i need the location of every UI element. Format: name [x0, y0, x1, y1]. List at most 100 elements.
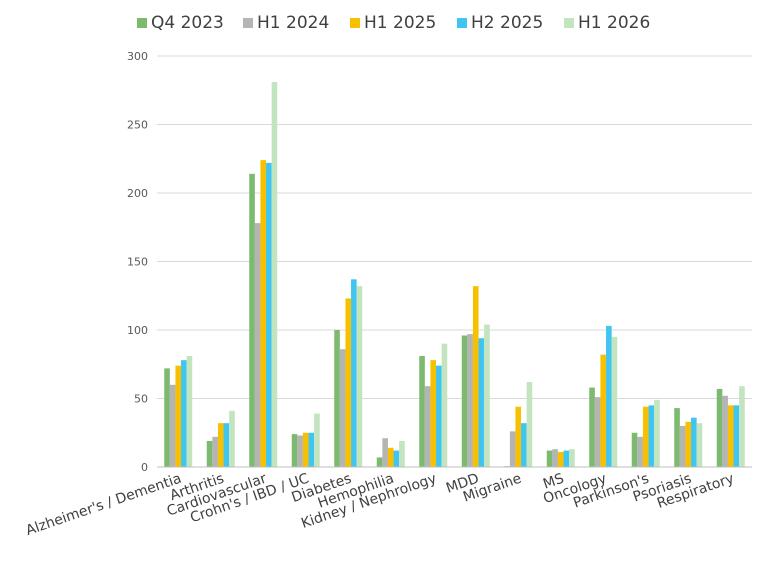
bar	[424, 386, 431, 467]
y-tick-label: 0	[141, 461, 148, 474]
bar	[478, 338, 485, 467]
bar	[733, 405, 740, 467]
bar	[229, 410, 235, 467]
bar	[569, 449, 575, 467]
y-tick-label: 150	[127, 256, 148, 269]
bar	[291, 434, 298, 467]
legend-item: Q4 2023	[137, 13, 224, 33]
bar	[351, 279, 357, 467]
bar	[515, 406, 522, 467]
x-tick-label: MS	[541, 471, 566, 493]
bar	[521, 423, 527, 467]
bar	[169, 384, 176, 467]
bar	[436, 365, 442, 467]
legend-item: H1 2024	[243, 13, 329, 33]
bar	[308, 432, 315, 467]
legend-label: H1 2024	[257, 13, 329, 33]
x-axis-tick-labels: Alzheimer's / DementiaArthritisCardiovas…	[24, 471, 736, 539]
y-tick-label: 100	[127, 324, 148, 337]
legend-label: H1 2025	[364, 13, 436, 33]
legend-item: H2 2025	[457, 13, 543, 33]
bar	[260, 160, 267, 467]
legend-swatch	[564, 18, 574, 28]
bar	[563, 450, 570, 467]
bar	[302, 432, 309, 467]
bar	[212, 436, 218, 467]
bar	[356, 286, 363, 467]
bar	[393, 450, 400, 467]
bar	[223, 423, 230, 467]
y-tick-label: 250	[127, 119, 148, 132]
y-tick-label: 200	[127, 187, 148, 200]
bar	[600, 354, 607, 467]
bars	[164, 82, 745, 468]
x-tick-label: Alzheimer's / Dementia	[24, 471, 184, 539]
bar	[271, 82, 278, 467]
bar	[685, 421, 692, 467]
bar	[722, 395, 728, 467]
bar	[217, 423, 224, 467]
bar	[594, 397, 601, 467]
bar	[546, 450, 553, 467]
bar	[164, 368, 170, 467]
bar	[181, 360, 187, 467]
legend-label: H2 2025	[471, 13, 543, 33]
bar	[611, 336, 618, 467]
bar	[186, 356, 193, 467]
bar	[606, 325, 612, 467]
bar	[461, 335, 468, 467]
bar	[727, 405, 734, 467]
legend-swatch	[137, 18, 147, 28]
bar	[441, 343, 448, 467]
legend-swatch	[350, 18, 360, 28]
bar	[557, 451, 564, 467]
bar	[254, 223, 261, 467]
y-tick-label: 300	[127, 50, 148, 63]
gridlines	[157, 55, 752, 399]
bar	[691, 417, 697, 467]
bar	[249, 173, 255, 467]
bar	[674, 408, 680, 467]
bar	[206, 440, 213, 467]
bar	[552, 449, 558, 467]
bar	[654, 399, 660, 467]
bar	[696, 423, 703, 467]
bar	[631, 432, 638, 467]
bar	[679, 425, 686, 467]
bar	[484, 324, 490, 467]
bar	[739, 386, 745, 467]
bar	[716, 388, 723, 467]
bar	[509, 431, 516, 467]
bar	[175, 365, 182, 467]
legend-label: Q4 2023	[151, 13, 224, 33]
bar	[472, 286, 479, 467]
bar	[589, 387, 595, 467]
bar	[387, 447, 394, 467]
bar	[648, 405, 655, 467]
bar	[297, 435, 303, 467]
bar	[419, 356, 425, 467]
y-tick-label: 50	[134, 393, 148, 406]
bar	[382, 438, 388, 467]
legend-item: H1 2026	[564, 13, 650, 33]
bar	[266, 162, 272, 468]
bar	[345, 298, 352, 467]
legend-swatch	[243, 18, 253, 28]
bar	[637, 436, 643, 467]
bar	[430, 360, 437, 467]
bar	[376, 457, 383, 467]
bar	[526, 382, 533, 467]
bar	[339, 349, 346, 467]
bar	[467, 334, 473, 467]
legend-item: H1 2025	[350, 13, 436, 33]
y-axis-tick-labels: 0 50 100 150 200 250 300	[127, 50, 148, 474]
legend-label: H1 2026	[578, 13, 650, 33]
bar	[399, 440, 405, 467]
legend: Q4 2023 H1 2024 H1 2025 H2 2025 H1 2026	[137, 13, 650, 33]
bar	[642, 406, 649, 467]
bar	[314, 413, 320, 467]
bar	[334, 330, 340, 467]
legend-swatch	[457, 18, 467, 28]
